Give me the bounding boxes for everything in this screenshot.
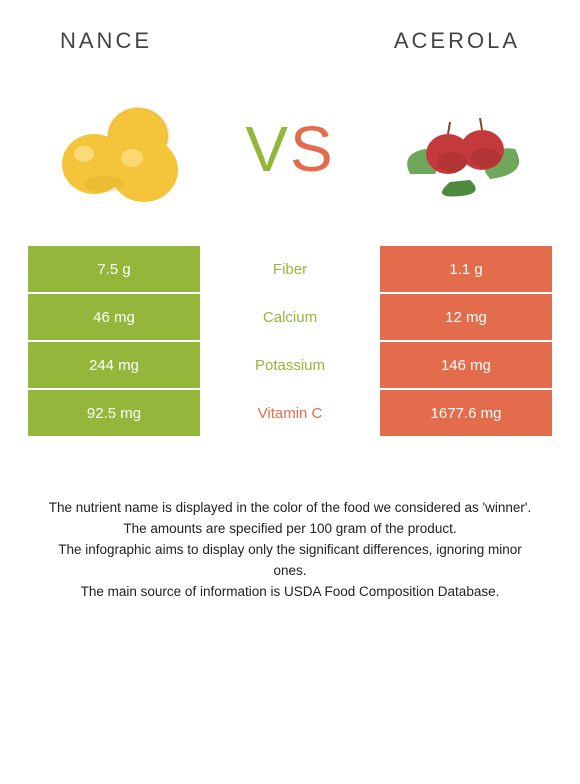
acerola-stem2-icon [480, 118, 482, 130]
footnote-line: The amounts are specified per 100 gram o… [40, 519, 540, 540]
left-value-cell: 7.5 g [28, 246, 200, 292]
acerola-image [390, 94, 530, 204]
table-row: 244 mgPotassium146 mg [28, 342, 552, 390]
nance-image [50, 94, 190, 204]
nutrient-label-cell: Fiber [200, 246, 380, 292]
footnotes: The nutrient name is displayed in the co… [0, 438, 580, 603]
nance-highlight2-icon [121, 149, 143, 167]
nance-fruit-right-icon [110, 138, 178, 202]
vs-label: V S [245, 112, 334, 186]
vs-letter-s: S [290, 112, 335, 186]
nutrient-table: 7.5 gFiber1.1 g46 mgCalcium12 mg244 mgPo… [28, 244, 552, 438]
acerola-fruit1-shade-icon [437, 152, 467, 172]
right-value-cell: 1.1 g [380, 246, 552, 292]
right-value-cell: 12 mg [380, 294, 552, 340]
left-value-cell: 46 mg [28, 294, 200, 340]
footnote-line: The nutrient name is displayed in the co… [40, 498, 540, 519]
right-value-cell: 1677.6 mg [380, 390, 552, 436]
footnote-line: The infographic aims to display only the… [40, 540, 540, 582]
vs-letter-v: V [245, 112, 290, 186]
acerola-fruit2-shade-icon [471, 148, 501, 168]
nutrient-label-cell: Calcium [200, 294, 380, 340]
acerola-stem1-icon [448, 122, 450, 134]
footnote-line: The main source of information is USDA F… [40, 582, 540, 603]
header: NANCE ACEROLA [0, 0, 580, 64]
acerola-leaf3-icon [442, 180, 476, 196]
table-row: 92.5 mgVitamin C1677.6 mg [28, 390, 552, 438]
compare-row: V S [0, 64, 580, 244]
left-value-cell: 244 mg [28, 342, 200, 388]
left-value-cell: 92.5 mg [28, 390, 200, 436]
table-row: 46 mgCalcium12 mg [28, 294, 552, 342]
nutrient-label-cell: Vitamin C [200, 390, 380, 436]
table-row: 7.5 gFiber1.1 g [28, 246, 552, 294]
nutrient-label-cell: Potassium [200, 342, 380, 388]
right-value-cell: 146 mg [380, 342, 552, 388]
nance-shade-icon [84, 176, 124, 192]
nance-highlight-icon [74, 146, 94, 162]
right-fruit-title: ACEROLA [394, 28, 520, 54]
left-fruit-title: NANCE [60, 28, 152, 54]
